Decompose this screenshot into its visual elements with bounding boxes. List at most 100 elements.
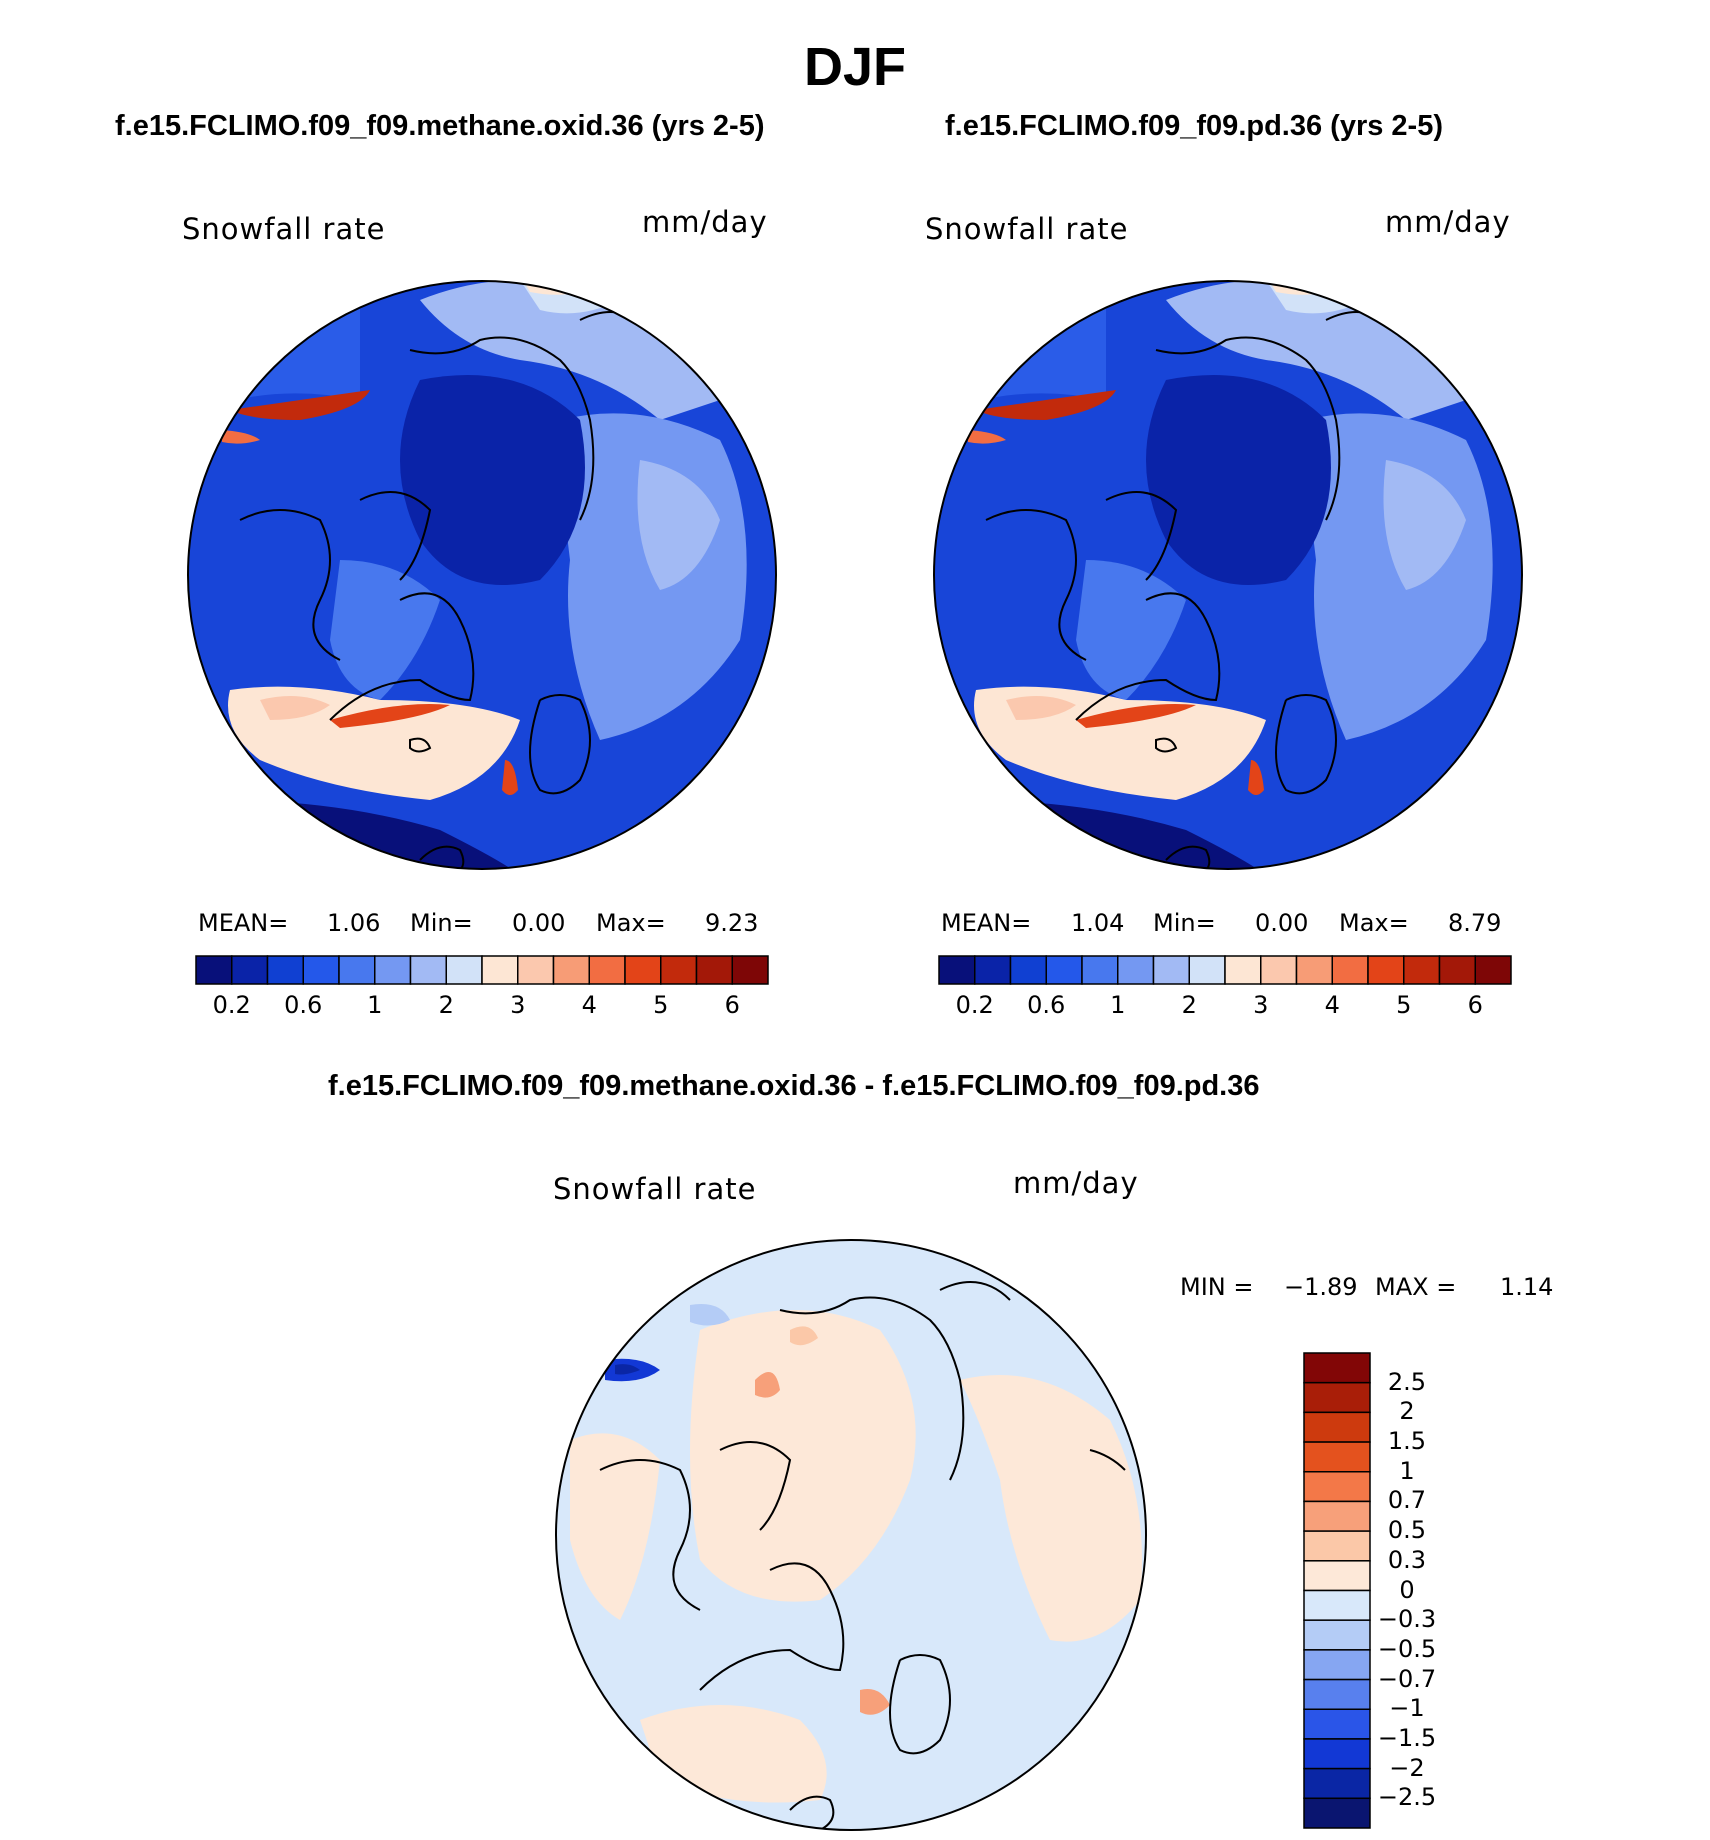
diff-colorbar-swatch: [1303, 1441, 1371, 1473]
panel-2-field-arctic-dark: [1146, 375, 1331, 585]
panel-1-colorbar-swatch: [552, 955, 590, 985]
diff-field-arctic-warm: [690, 1310, 916, 1602]
diff-field-warm-spot1: [860, 1689, 890, 1715]
panel-2-mean-label: MEAN=: [941, 909, 1032, 937]
panel-1-mean-label: MEAN=: [198, 909, 289, 937]
diff-colorbar-tick-label: −2.5: [1377, 1783, 1437, 1812]
panel-1-colorbar-tick-label: 6: [724, 991, 740, 1019]
panel-2-field-alaska-max2: [968, 430, 1006, 444]
panel-2-colorbar-tick-label: 0.6: [1027, 991, 1066, 1019]
panel-1-colorbar-swatch: [374, 955, 412, 985]
diff-colorbar-tick-label: −1.5: [1377, 1723, 1437, 1752]
diff-colorbar-tick-label: −0.3: [1377, 1605, 1437, 1634]
panel-2-title: f.e15.FCLIMO.f09_f09.pd.36 (yrs 2-5): [945, 110, 1443, 142]
panel-1-colorbar-swatch: [266, 955, 304, 985]
panel-1-colorbar-swatch: [588, 955, 626, 985]
diff-field-eurasia-warm: [960, 1375, 1142, 1642]
diff-colorbar-tick-label: −1: [1389, 1694, 1425, 1723]
diff-field-warm-spot2: [755, 1372, 780, 1398]
panel-2-field-eurasia-lighter: [1383, 460, 1466, 590]
panel-1-colorbar-swatch: [231, 955, 269, 985]
panel-2-colorbar-swatch: [1367, 955, 1405, 985]
panel-1-colorbar-swatch: [624, 955, 662, 985]
panel-2-colorbar-swatch: [1438, 955, 1476, 985]
diff-colorbar-swatch: [1303, 1738, 1371, 1770]
panel-2-colorbar-swatch: [1295, 955, 1333, 985]
diff-map-border: [555, 1239, 1147, 1831]
panel-1-max-value: 9.23: [705, 909, 759, 937]
diff-field-alaska-warm: [570, 1433, 660, 1620]
panel-1-colorbar-swatch: [195, 955, 233, 985]
panel-1-colorbar-swatch: [302, 955, 340, 985]
panel-2-field-atlantic-warm2: [1006, 696, 1076, 720]
diff-map: [556, 1240, 1146, 1830]
diff-colorbar-swatch: [1303, 1619, 1371, 1651]
panel-2-colorbar-swatch: [1009, 955, 1047, 985]
panel-1-field-eurasia-lighter: [637, 460, 720, 590]
panel-2-colorbar-swatch: [1117, 955, 1155, 985]
diff-colorbar: [1303, 1352, 1371, 1829]
panel-1-field-atlantic-warm2: [260, 696, 330, 720]
panel-1-colorbar: [195, 955, 769, 985]
panel-2-field-norway-max: [1248, 760, 1264, 795]
diff-min-label: MIN =: [1180, 1273, 1254, 1301]
figure-title: DJF: [803, 37, 906, 97]
panel-2-colorbar-tick-label: 6: [1467, 991, 1483, 1019]
panel-2-colorbar-swatch: [938, 955, 976, 985]
panel-2-colorbar-swatch: [1081, 955, 1119, 985]
panel-1-min-value: 0.00: [512, 909, 566, 937]
panel-2-variable: Snowfall rate: [925, 212, 1129, 246]
panel-1-coastlines: [239, 311, 651, 869]
panel-2-colorbar-swatch: [1152, 955, 1190, 985]
panel-2-colorbar-swatch: [1045, 955, 1083, 985]
panel-2-colorbar-tick-label: 4: [1324, 991, 1340, 1019]
diff-colorbar-tick-label: 1: [1399, 1456, 1415, 1485]
panel-1-colorbar-swatch: [660, 955, 698, 985]
panel-2-colorbar-tick-label: 2: [1181, 991, 1197, 1019]
panel-2-max-label: Max=: [1339, 909, 1409, 937]
diff-field-warm-spot3: [790, 1326, 818, 1346]
diff-colorbar-swatch: [1303, 1352, 1371, 1384]
panel-1-field-alaska-max2: [222, 430, 260, 444]
panel-2-colorbar-tick-label: 0.2: [955, 991, 994, 1019]
diff-panel-variable: Snowfall rate: [553, 1172, 757, 1206]
panel-2-map: [934, 281, 1522, 869]
panel-2-colorbar-tick-label: 5: [1396, 991, 1412, 1019]
panel-1-colorbar-tick-label: 0.6: [284, 991, 323, 1019]
panel-1-colorbar-swatch: [731, 955, 769, 985]
diff-colorbar-swatch: [1303, 1708, 1371, 1740]
panel-1-colorbar-swatch: [445, 955, 483, 985]
diff-colorbar-tick-label: −2: [1389, 1753, 1425, 1782]
panel-1-field-alaska-max: [230, 390, 370, 420]
panel-1-colorbar-tick-label: 1: [367, 991, 383, 1019]
panel-1-colorbar-swatch: [517, 955, 555, 985]
diff-field-atlantic-warm: [640, 1705, 827, 1803]
panel-2-mean-value: 1.04: [1071, 909, 1125, 937]
panel-1-colorbar-tick-label: 0.2: [212, 991, 251, 1019]
panel-2-colorbar-tick-label: 3: [1253, 991, 1269, 1019]
panel-1-mean-value: 1.06: [327, 909, 381, 937]
diff-colorbar-swatch: [1303, 1500, 1371, 1532]
panel-1-field-arctic-dark: [400, 375, 585, 585]
panel-2-min-value: 0.00: [1255, 909, 1309, 937]
panel-1-colorbar-tick-label: 4: [581, 991, 597, 1019]
panel-1-variable: Snowfall rate: [182, 212, 386, 246]
panel-2-max-value: 8.79: [1448, 909, 1502, 937]
diff-colorbar-swatch: [1303, 1411, 1371, 1443]
panel-1-title: f.e15.FCLIMO.f09_f09.methane.oxid.36 (yr…: [115, 110, 765, 142]
panel-1-field-norway-max: [502, 760, 518, 795]
diff-colorbar-swatch: [1303, 1471, 1371, 1503]
diff-colorbar-swatch: [1303, 1649, 1371, 1681]
panel-1-colorbar-swatch: [409, 955, 447, 985]
diff-colorbar-swatch: [1303, 1560, 1371, 1592]
diff-colorbar-tick-label: 1.5: [1387, 1427, 1427, 1456]
panel-1-colorbar-swatch: [695, 955, 733, 985]
diff-panel-units: mm/day: [1013, 1166, 1139, 1200]
panel-1-colorbar-tick-label: 2: [438, 991, 454, 1019]
panel-2-min-label: Min=: [1153, 909, 1216, 937]
panel-1-max-label: Max=: [596, 909, 666, 937]
diff-min-value: −1.89: [1284, 1273, 1358, 1301]
diff-colorbar-swatch: [1303, 1767, 1371, 1800]
diff-colorbar-tick-label: 2.5: [1387, 1367, 1427, 1396]
